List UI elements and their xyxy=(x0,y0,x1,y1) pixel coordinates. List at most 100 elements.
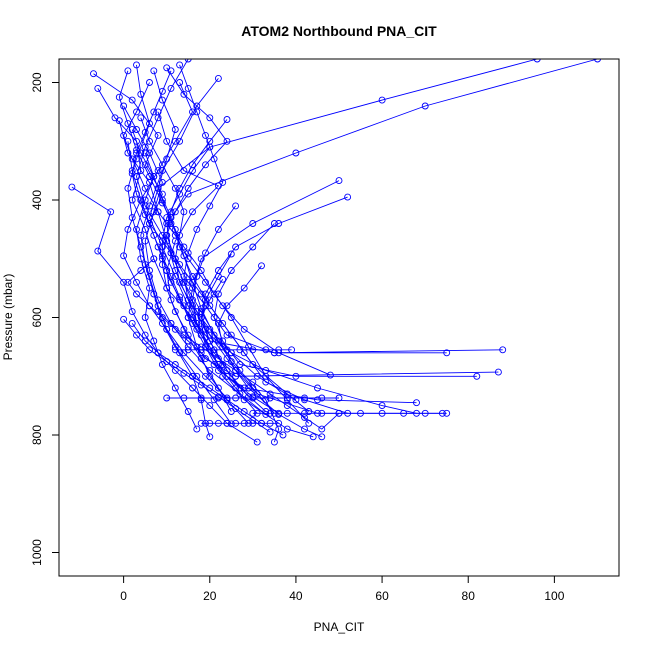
data-point xyxy=(158,87,166,95)
x-tick-label: 60 xyxy=(375,589,389,603)
data-point xyxy=(176,137,184,145)
data-point xyxy=(318,433,326,441)
data-point xyxy=(128,319,136,327)
data-point xyxy=(249,346,257,354)
data-point xyxy=(137,114,145,122)
data-point xyxy=(154,131,162,139)
data-point xyxy=(184,296,192,304)
data-point xyxy=(128,170,136,178)
data-point xyxy=(171,184,179,192)
data-point xyxy=(154,296,162,304)
data-point xyxy=(141,314,149,321)
data-point xyxy=(176,190,184,198)
series-34 xyxy=(171,346,296,354)
data-point xyxy=(158,252,166,260)
data-point xyxy=(180,167,188,175)
data-point xyxy=(378,409,386,417)
data-point xyxy=(189,296,196,304)
data-point xyxy=(314,396,321,404)
data-point xyxy=(258,419,265,427)
data-point xyxy=(197,394,205,402)
series-18 xyxy=(120,102,270,418)
data-point xyxy=(594,59,601,63)
data-point xyxy=(421,409,429,417)
data-point xyxy=(128,126,136,133)
data-point xyxy=(202,249,209,257)
data-point xyxy=(189,278,196,286)
series-26-line xyxy=(200,253,417,404)
series-37-line xyxy=(131,70,189,318)
data-point xyxy=(180,252,188,260)
data-point xyxy=(210,361,218,368)
data-point xyxy=(283,394,291,402)
data-point xyxy=(253,438,261,446)
data-point xyxy=(236,384,244,392)
x-tick-label: 0 xyxy=(120,589,127,603)
data-point xyxy=(301,409,308,417)
data-point xyxy=(223,331,231,339)
data-point xyxy=(180,331,188,339)
data-point xyxy=(249,394,257,402)
data-point xyxy=(214,74,222,82)
data-point xyxy=(167,84,175,92)
data-point xyxy=(180,394,188,402)
data-point xyxy=(443,349,451,357)
data-point xyxy=(150,208,158,216)
data-point xyxy=(193,108,201,116)
data-point xyxy=(197,255,205,263)
data-point xyxy=(124,184,132,192)
series-39 xyxy=(115,67,278,417)
data-point xyxy=(176,293,184,301)
data-point xyxy=(176,61,184,69)
data-point xyxy=(146,173,153,180)
data-point xyxy=(279,431,287,439)
data-point xyxy=(249,220,257,227)
data-point xyxy=(214,290,222,298)
data-point xyxy=(171,255,179,263)
data-point xyxy=(210,155,218,163)
data-point xyxy=(128,96,136,104)
data-point xyxy=(193,319,201,327)
data-point xyxy=(357,409,364,417)
data-point xyxy=(292,396,300,404)
data-point xyxy=(206,202,214,210)
chart-title: ATOM2 Northbound PNA_CIT xyxy=(241,23,437,39)
series-37 xyxy=(128,67,192,321)
data-point xyxy=(214,182,222,190)
data-point xyxy=(120,131,128,139)
data-point xyxy=(133,278,140,286)
data-point xyxy=(413,399,420,407)
data-point xyxy=(249,384,257,392)
x-tick-label: 100 xyxy=(544,589,564,603)
data-point xyxy=(158,261,166,269)
data-point xyxy=(202,296,209,304)
plot-series xyxy=(68,59,601,446)
data-point xyxy=(314,384,321,392)
data-point xyxy=(210,290,218,298)
data-point xyxy=(176,79,184,86)
data-point xyxy=(197,314,205,321)
data-point xyxy=(335,394,343,402)
data-point xyxy=(227,358,235,366)
data-point xyxy=(378,402,386,410)
data-point xyxy=(266,394,274,402)
data-point xyxy=(146,137,153,145)
data-point xyxy=(266,409,274,417)
data-point xyxy=(227,267,235,274)
data-point xyxy=(214,394,222,402)
data-point xyxy=(262,408,270,415)
y-tick-label: 800 xyxy=(30,425,44,445)
data-point xyxy=(176,231,184,239)
data-point xyxy=(146,346,153,354)
data-point xyxy=(184,346,192,354)
data-point xyxy=(124,120,132,128)
data-point xyxy=(184,59,192,63)
data-point xyxy=(167,272,175,280)
y-tick-label: 600 xyxy=(30,307,44,327)
data-point xyxy=(180,208,188,216)
data-point xyxy=(184,337,192,345)
data-point xyxy=(270,220,278,227)
data-point xyxy=(189,167,196,175)
series-36 xyxy=(124,255,244,392)
data-point xyxy=(167,208,175,216)
